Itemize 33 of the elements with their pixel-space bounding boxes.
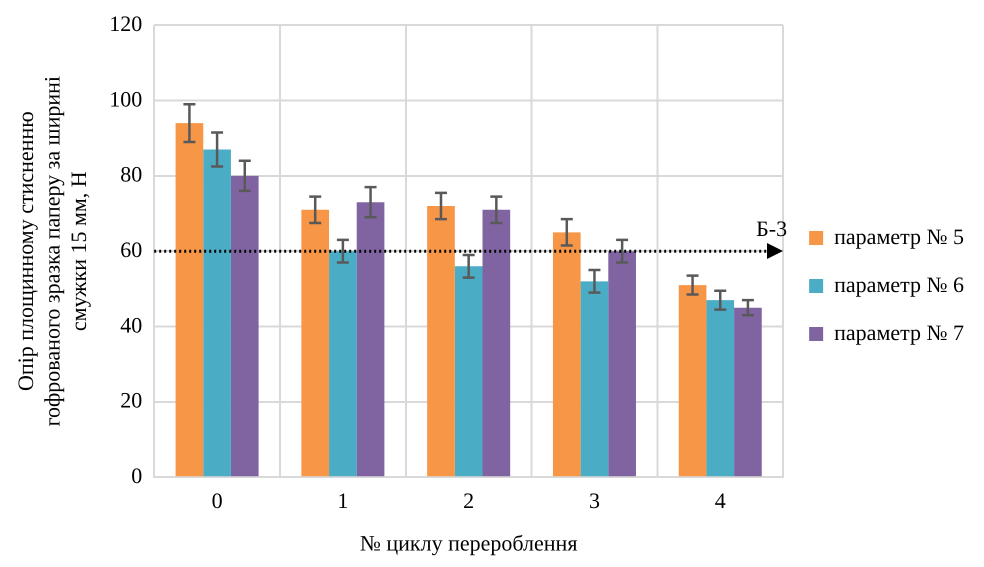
legend-label: параметр № 5 xyxy=(834,224,964,249)
bar xyxy=(552,232,581,476)
y-axis-title: Опір площинному стисненню гофрованого зразка паперу за ширині смужки 15 мм, Н xyxy=(12,76,91,426)
x-tick-label: 2 xyxy=(463,488,474,514)
x-axis-title: № циклу перероблення xyxy=(360,530,578,556)
y-tick-label: 60 xyxy=(120,236,142,262)
x-tick-label: 4 xyxy=(714,488,726,514)
y-tick-label: 80 xyxy=(120,162,142,187)
y-tick-label: 120 xyxy=(109,10,142,36)
bar xyxy=(678,285,706,476)
legend-label: параметр № 6 xyxy=(834,272,964,297)
bar xyxy=(580,281,608,476)
y-tick-label: 100 xyxy=(109,86,142,112)
y-tick-label: 0 xyxy=(131,462,142,488)
x-tick-label: 0 xyxy=(212,488,223,514)
ref-line-label: Б-3 xyxy=(756,216,788,241)
bar xyxy=(734,308,762,476)
y-tick-label: 40 xyxy=(120,312,142,338)
bar xyxy=(301,210,330,476)
bar xyxy=(230,176,259,476)
bar xyxy=(329,251,357,476)
legend-label: параметр № 7 xyxy=(834,320,964,345)
y-tick-label: 20 xyxy=(120,388,142,413)
bar xyxy=(427,206,455,476)
bar xyxy=(454,266,483,476)
bar xyxy=(203,150,231,476)
bar xyxy=(356,202,384,476)
x-tick-label: 3 xyxy=(588,488,600,514)
bar xyxy=(176,123,204,476)
bar xyxy=(706,300,734,476)
bar xyxy=(482,210,510,476)
bar xyxy=(608,251,636,476)
x-tick-label: 1 xyxy=(337,488,348,514)
